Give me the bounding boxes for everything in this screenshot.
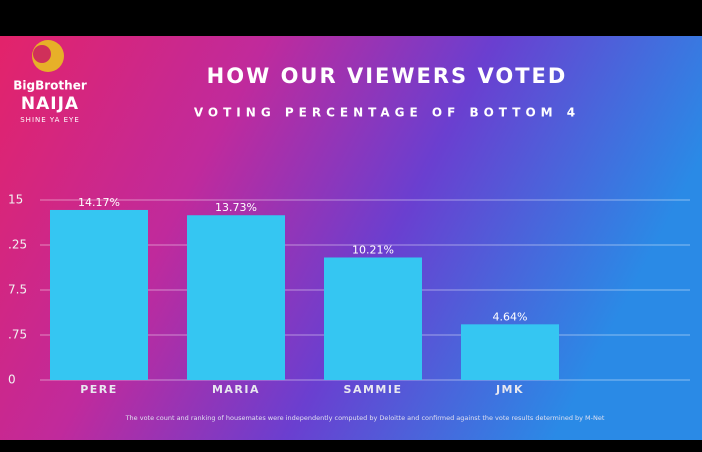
bar	[187, 215, 285, 380]
y-tick-label: 7.5	[8, 283, 27, 297]
logo-text: SHINE YA EYE	[20, 116, 80, 124]
y-tick-label: .25	[8, 238, 27, 252]
x-tick-label: SAMMIE	[344, 383, 403, 396]
value-label: 14.17%	[78, 196, 120, 209]
y-tick-label: 15	[8, 193, 23, 207]
y-tick-label: 0	[8, 373, 16, 387]
value-label: 13.73%	[215, 201, 257, 214]
chart-title: HOW OUR VIEWERS VOTED	[207, 64, 568, 88]
x-tick-label: MARIA	[212, 383, 260, 396]
bar	[50, 209, 148, 380]
x-tick-label: JMK	[495, 383, 524, 396]
x-tick-label: PERE	[80, 383, 118, 396]
value-label: 10.21%	[352, 243, 394, 256]
y-tick-label: .75	[8, 328, 27, 342]
logo-text: NAIJA	[21, 94, 79, 114]
chart-subtitle: VOTING PERCENTAGE OF BOTTOM 4	[194, 106, 580, 120]
logo-text: BigBrother	[13, 79, 87, 93]
footnote: The vote count and ranking of housemates…	[125, 414, 605, 422]
logo-eye-inner	[33, 45, 51, 63]
bar	[461, 324, 559, 380]
bar	[324, 257, 422, 380]
value-label: 4.64%	[493, 310, 528, 323]
